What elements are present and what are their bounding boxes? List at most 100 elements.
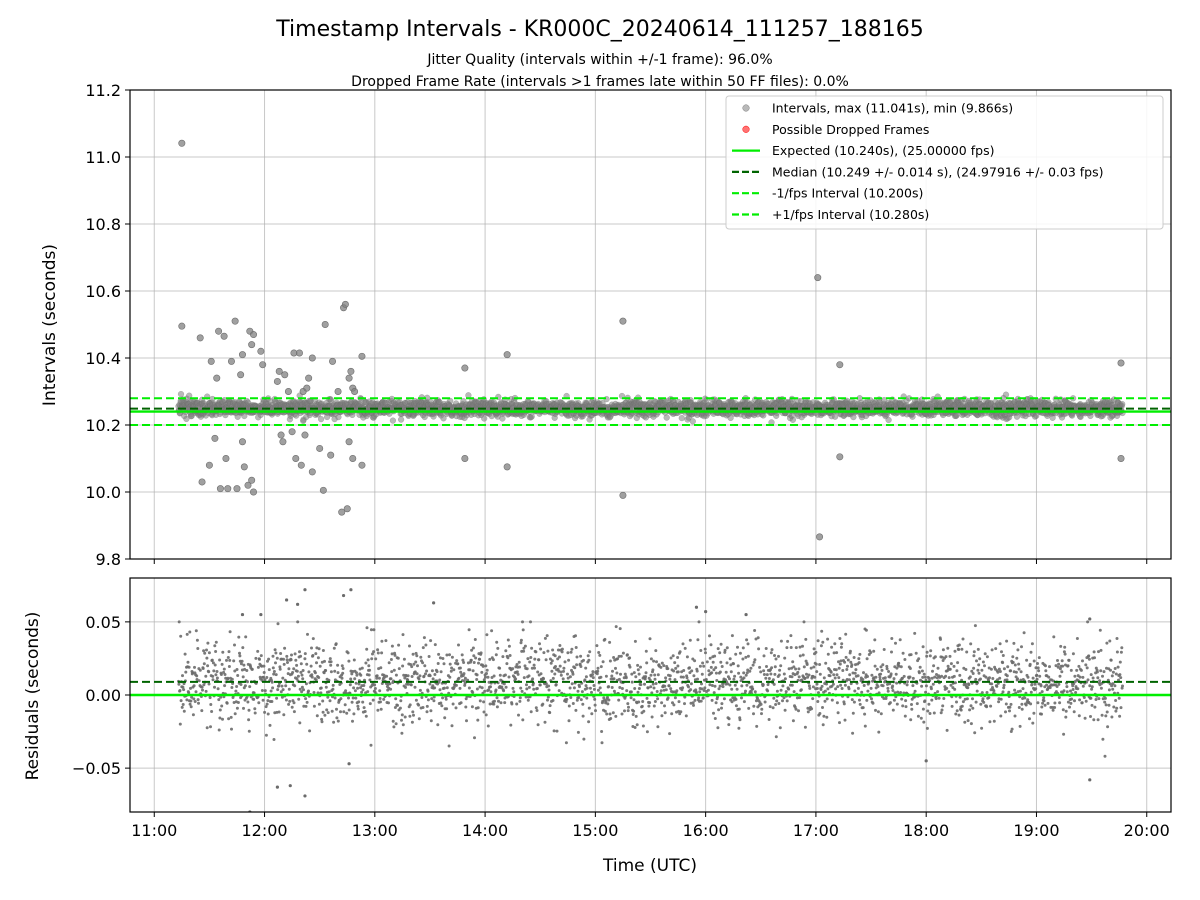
residual-point [730, 700, 734, 704]
residual-point [475, 673, 479, 677]
residual-point [785, 699, 789, 703]
residual-point [582, 737, 586, 741]
residual-point [429, 639, 433, 643]
residual-point [476, 706, 480, 710]
residual-point [400, 718, 403, 722]
residual-point [462, 672, 466, 676]
residual-point [462, 679, 466, 683]
residual-point [736, 645, 739, 649]
residual-point [676, 670, 680, 674]
residual-point [292, 667, 296, 671]
residual-point [769, 651, 773, 655]
residual-point [353, 677, 357, 681]
interval-outlier-point [215, 327, 223, 335]
residual-point [455, 659, 459, 663]
residual-point [319, 691, 323, 695]
residual-point [643, 677, 647, 681]
interval-point [183, 415, 190, 423]
residual-point [205, 656, 209, 660]
residual-point [514, 677, 518, 681]
residual-point [653, 677, 657, 681]
residual-point [639, 683, 643, 687]
residual-point [318, 664, 322, 668]
residual-point [340, 676, 344, 680]
residual-point [370, 657, 374, 661]
residual-point [428, 682, 432, 686]
residual-point [639, 665, 642, 669]
residual-point [436, 723, 440, 727]
residual-point [574, 646, 578, 649]
residual-point [587, 658, 591, 662]
residual-point [276, 622, 280, 626]
interval-point [398, 416, 405, 423]
y-tick-label: 9.8 [96, 550, 121, 569]
residual-point [671, 701, 674, 705]
residual-point [184, 670, 188, 674]
residual-point [223, 673, 227, 676]
y-tick-label: 0.00 [85, 686, 121, 705]
residual-point [521, 718, 525, 722]
residual-point [716, 647, 720, 651]
residual-point [669, 687, 673, 691]
interval-outlier-point [338, 508, 346, 516]
residual-point [794, 707, 798, 711]
residual-point [481, 664, 485, 668]
residual-point [713, 717, 717, 720]
residual-point [815, 682, 819, 686]
residual-point [230, 727, 233, 731]
residual-point [543, 636, 547, 640]
interval-point [831, 413, 839, 420]
residual-point [510, 702, 514, 706]
residual-point [387, 701, 390, 705]
residual-point [758, 665, 762, 669]
residual-point [821, 723, 825, 727]
residual-point [685, 655, 689, 659]
residual-point [218, 716, 222, 720]
residual-point [633, 726, 637, 729]
residual-point [189, 686, 192, 690]
residual-point [503, 673, 507, 677]
residual-point [195, 678, 199, 681]
residual-point [538, 683, 542, 687]
residual-point [411, 710, 415, 714]
y-tick-label: 11.0 [85, 148, 121, 167]
residual-point [797, 709, 800, 713]
residual-point [587, 706, 591, 710]
residual-point [437, 652, 441, 656]
residual-point [201, 688, 204, 692]
residual-point [724, 670, 728, 674]
interval-outlier-point [259, 361, 267, 369]
residual-point [515, 670, 519, 674]
residual-point [730, 687, 734, 691]
x-tick-label: 13:00 [352, 821, 398, 840]
residual-point [316, 656, 320, 660]
residual-point [741, 646, 745, 650]
residual-point [279, 690, 283, 694]
residual-point [242, 706, 245, 710]
residual-point [191, 713, 195, 717]
residual-point [826, 637, 830, 641]
residual-point [247, 729, 251, 733]
y-tick-label: 10.2 [85, 416, 121, 435]
residual-point [821, 640, 825, 644]
residual-point [624, 676, 628, 680]
residual-point [826, 652, 830, 656]
residual-point [234, 689, 238, 693]
residual-point [603, 637, 607, 641]
residual-point [709, 665, 713, 669]
residual-point [567, 658, 571, 662]
residual-point [379, 666, 383, 670]
residual-point [567, 719, 571, 723]
residual-point [439, 670, 443, 674]
residual-point [628, 665, 632, 669]
residual-point [519, 638, 523, 642]
residual-point [406, 682, 410, 686]
residual-point [368, 668, 372, 672]
residual-point [432, 699, 436, 703]
residual-point [641, 724, 645, 728]
x-tick-label: 17:00 [793, 821, 839, 840]
residual-point [756, 697, 759, 700]
residual-point [771, 706, 775, 710]
residual-point [516, 672, 520, 676]
interval-outlier-point [316, 444, 324, 452]
